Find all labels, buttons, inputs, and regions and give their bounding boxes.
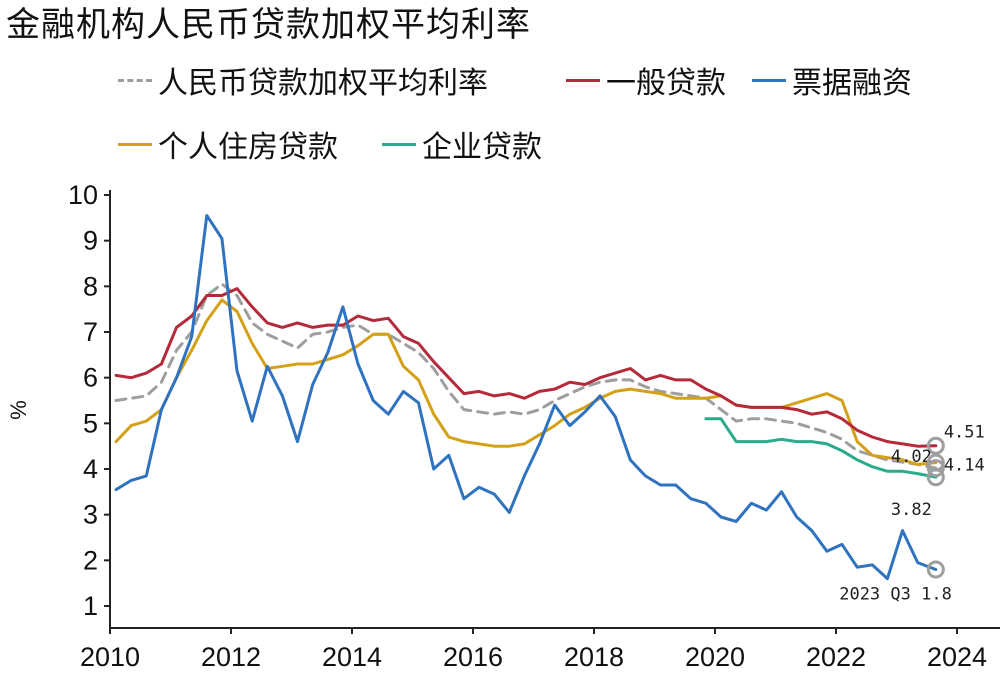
data-label: 4.14	[944, 456, 985, 476]
legend-item-bill-financing: 票据融资	[752, 58, 912, 102]
legend-item-mortgage: 个人住房贷款	[118, 122, 338, 166]
y-tick-label: 10	[68, 180, 98, 210]
x-tick-label: 2018	[564, 642, 624, 672]
x-tick-label: 2020	[685, 642, 745, 672]
legend-label: 企业贷款	[422, 130, 542, 165]
y-tick-label: 3	[83, 500, 98, 530]
y-tick-label: 2	[83, 545, 98, 575]
series-line	[704, 417, 938, 479]
legend-label: 个人住房贷款	[158, 130, 338, 165]
x-tick-label: 2012	[201, 642, 261, 672]
legend-swatch	[382, 142, 416, 146]
y-tick-label: 9	[83, 226, 98, 256]
end-marker	[926, 468, 945, 487]
y-tick-label: 8	[83, 271, 98, 301]
legend-label: 一般贷款	[606, 66, 726, 101]
legend-swatch	[752, 78, 786, 82]
annotation-layer: 4.51 4.02 4.14 3.82 2023 Q3 1.8	[839, 423, 985, 605]
x-tick-label: 2022	[806, 642, 866, 672]
y-tick-label: 5	[83, 408, 98, 438]
x-tick-label: 2024	[927, 642, 987, 672]
y-tick-label: 4	[83, 454, 98, 484]
data-label: 3.82	[891, 500, 932, 520]
legend-label: 人民币贷款加权平均利率	[158, 66, 488, 101]
y-axis-label: %	[6, 400, 31, 420]
legend-swatch	[118, 142, 152, 146]
axes: 1 2 3 4 5 6 7 8 9 10 2010 2012 2014 2016 2018 2020 2022 2…	[6, 180, 1000, 672]
y-tick-label: 7	[83, 317, 98, 347]
legend-label: 票据融资	[792, 66, 912, 101]
series-layer	[114, 214, 938, 581]
legend-swatch	[118, 78, 152, 82]
x-tick-label: 2016	[443, 642, 503, 672]
end-marker	[926, 436, 945, 455]
x-tick-label: 2014	[322, 642, 382, 672]
data-label: 4.02	[891, 447, 932, 467]
chart-title: 金融机构人民币贷款加权平均利率	[6, 5, 531, 45]
legend-swatch	[566, 78, 600, 82]
legend-item-weighted-average: 人民币贷款加权平均利率	[118, 58, 488, 102]
series-line	[114, 287, 938, 448]
x-tick-label: 2010	[80, 642, 140, 672]
series-line	[114, 298, 938, 466]
y-tick-label: 1	[83, 591, 98, 621]
series-line	[114, 214, 938, 581]
data-label: 4.51	[944, 423, 985, 443]
legend-item-general-loans: 一般贷款	[566, 58, 726, 102]
end-marker	[926, 459, 945, 478]
y-tick-label: 6	[83, 363, 98, 393]
end-marker	[926, 560, 945, 579]
legend-item-corporate-loans: 企业贷款	[382, 122, 542, 166]
data-label: 2023 Q3 1.8	[839, 584, 952, 604]
